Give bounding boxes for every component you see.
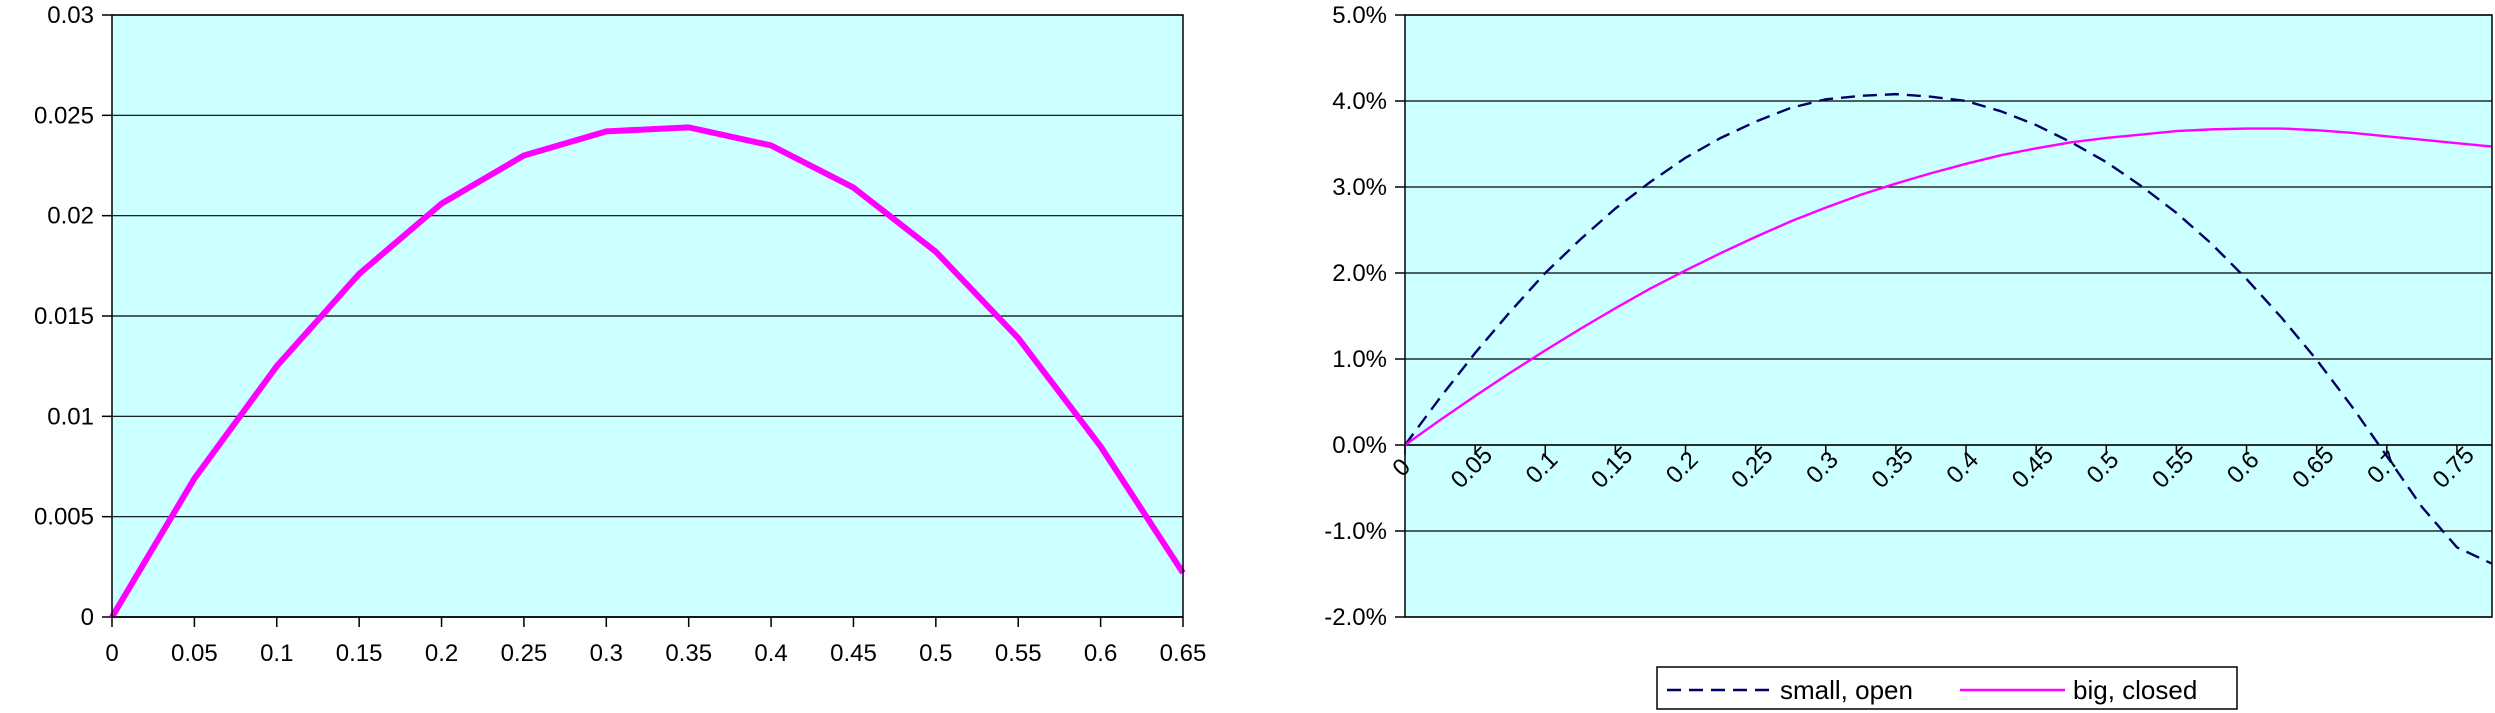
x-tick-label: 0.65 [1160, 640, 1207, 667]
x-tick-label: 0.2 [425, 640, 458, 667]
y-tick-label: 0.005 [34, 504, 94, 531]
x-tick-label: 0.3 [590, 640, 623, 667]
y-tick-label: -2.0% [1324, 604, 1387, 631]
series-line-big-closed [1404, 127, 2493, 446]
series-line-main [109, 124, 1186, 619]
x-tick-label: 0.25 [501, 640, 548, 667]
y-tick-label: 0.0% [1332, 432, 1387, 459]
plot-area [1405, 15, 2492, 617]
x-tick-label: 0.35 [665, 640, 712, 667]
y-tick-label: 0.015 [34, 303, 94, 330]
legend-label: big, closed [2073, 675, 2197, 705]
y-tick-label: 5.0% [1332, 2, 1387, 29]
y-tick-label: 0 [81, 604, 94, 631]
x-tick-label: 0.6 [1084, 640, 1117, 667]
x-tick-label: 0.5 [919, 640, 952, 667]
legend-box [1656, 666, 2238, 710]
x-tick-label: 0.45 [830, 640, 877, 667]
y-tick-label: 0.025 [34, 102, 94, 129]
y-tick-label: 2.0% [1332, 260, 1387, 287]
plot-border [1404, 14, 2493, 618]
y-tick-label: 4.0% [1332, 88, 1387, 115]
left-line-chart: 0 0.005 0.01 0.015 0.02 0.025 0.03 0 0.05 0.1 0.15… [34, 2, 1206, 667]
x-tick-label: 0 [105, 640, 118, 667]
y-tick-label: 0.03 [47, 2, 94, 29]
x-tick-label: 0.1 [260, 640, 293, 667]
y-tick-label: -1.0% [1324, 518, 1387, 545]
right-line-chart: -2.0%-1.0%0.0%1.0%2.0%3.0%4.0%5.0%0 0.05 0… [1324, 2, 2493, 710]
x-tick-label: 0.4 [754, 640, 787, 667]
series-line-small-open [1404, 92, 2493, 565]
y-tick-label: 1.0% [1332, 346, 1387, 373]
x-tick-label: 0.05 [171, 640, 218, 667]
x-tick-label: 0.15 [336, 640, 383, 667]
plot-border [111, 14, 1184, 618]
y-tick-label: 0.01 [47, 403, 94, 430]
x-tick-label: 0.55 [995, 640, 1042, 667]
y-tick-label: 0.02 [47, 203, 94, 230]
legend-label: small, open [1780, 675, 1913, 705]
y-tick-label: 3.0% [1332, 174, 1387, 201]
legend: small, open big, closed [1656, 666, 2238, 710]
